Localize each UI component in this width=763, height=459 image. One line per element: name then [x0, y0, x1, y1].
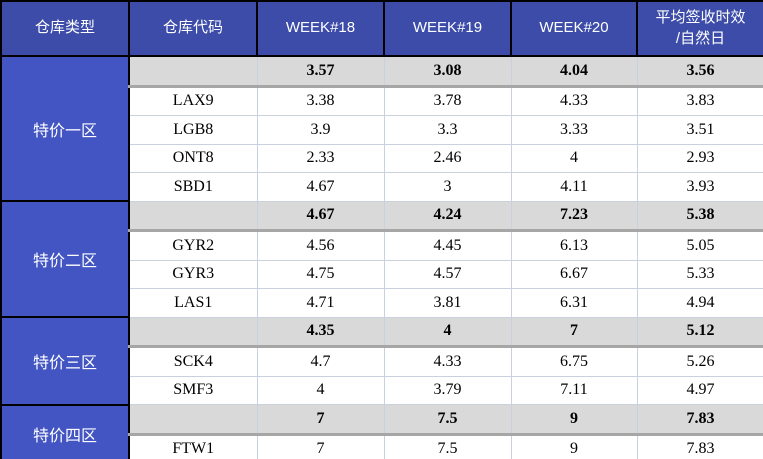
warehouse-code-cell: GYR2 — [128, 230, 258, 261]
metric-value-cell: 7.5 — [383, 433, 512, 459]
metric-value-cell: 4.97 — [636, 375, 763, 405]
zone-summary-row: 特价四区 7 7.5 9 7.83 — [0, 403, 763, 459]
metric-value-cell: 5.05 — [636, 230, 763, 261]
header-row: 仓库类型 仓库代码 WEEK#18 WEEK#19 WEEK#20 平均签收时效… — [0, 0, 763, 57]
summary-value-cell: 7.83 — [636, 404, 763, 436]
summary-value-cell: 4.24 — [383, 200, 512, 232]
metric-value-cell: 7 — [256, 433, 385, 459]
metric-value-cell: 4 — [256, 375, 385, 405]
zone-summary-row: 特价一区 3.57 3.08 4.04 3.56 — [0, 55, 763, 202]
metric-value-cell: 4.57 — [383, 259, 512, 289]
header-warehouse-code: 仓库代码 — [128, 0, 258, 57]
summary-value-cell: 7.5 — [383, 404, 512, 436]
metric-value-cell: 3 — [383, 172, 512, 202]
zone-cell: 特价四区 — [0, 403, 130, 459]
metric-value-cell: 6.31 — [510, 288, 638, 318]
metric-value-cell: 3.93 — [636, 172, 763, 202]
metric-value-cell: 7.83 — [636, 433, 763, 459]
zone-summary-row: 特价二区 4.67 4.24 7.23 5.38 — [0, 200, 763, 318]
metric-value-cell: 4.33 — [383, 346, 512, 377]
summary-value-cell: 4.67 — [256, 200, 385, 232]
header-avg-signoff-line2: /自然日 — [675, 29, 726, 47]
summary-value-cell: 3.08 — [383, 55, 512, 88]
metric-value-cell: 5.26 — [636, 346, 763, 377]
header-avg-signoff-line1: 平均签收时效 — [655, 9, 746, 27]
summary-value-cell: 5.38 — [636, 200, 763, 232]
summary-value-cell: 9 — [510, 404, 638, 436]
summary-value-cell: 4.35 — [256, 316, 385, 348]
warehouse-row: ONT8 2.33 2.46 4 2.93 — [1, 143, 763, 173]
metric-value-cell: 5.33 — [636, 259, 763, 289]
metric-value-cell: 4.56 — [256, 230, 385, 261]
metric-value-cell: 2.46 — [383, 143, 512, 173]
metric-value-cell: 4.71 — [256, 288, 385, 318]
summary-value-cell: 4.04 — [510, 55, 638, 88]
metric-value-cell: 3.3 — [383, 115, 512, 145]
summary-empty-code-cell — [128, 200, 258, 232]
summary-empty-code-cell — [128, 404, 258, 436]
summary-value-cell: 7 — [510, 316, 638, 348]
zone-cell: 特价三区 — [0, 316, 130, 406]
metric-value-cell: 9 — [510, 433, 638, 459]
warehouse-code-cell: GYR3 — [128, 259, 258, 289]
warehouse-code-cell: ONT8 — [128, 143, 258, 173]
metric-value-cell: 4.7 — [256, 346, 385, 377]
metric-value-cell: 3.81 — [383, 288, 512, 318]
metric-value-cell: 4.94 — [636, 288, 763, 318]
summary-value-cell: 7.23 — [510, 200, 638, 232]
summary-value-cell: 4 — [383, 316, 512, 348]
metric-value-cell: 3.83 — [636, 85, 763, 116]
zone-summary-row: 特价三区 4.35 4 7 5.12 — [0, 316, 763, 406]
summary-value-cell: 3.56 — [636, 55, 763, 88]
metric-value-cell: 6.67 — [510, 259, 638, 289]
metric-value-cell: 4.67 — [256, 172, 385, 202]
metric-value-cell: 3.38 — [256, 85, 385, 116]
summary-value-cell: 5.12 — [636, 316, 763, 348]
metric-value-cell: 4 — [510, 143, 638, 173]
table-body: 特价一区 3.57 3.08 4.04 3.56 LAX9 3.38 3.78 4.33 3.83… — [0, 55, 763, 459]
metric-value-cell: 6.75 — [510, 346, 638, 377]
header-warehouse-type: 仓库类型 — [0, 0, 130, 57]
warehouse-row: LAX9 3.38 3.78 4.33 3.83 — [1, 85, 763, 116]
metric-value-cell: 4.11 — [510, 172, 638, 202]
metric-value-cell: 3.33 — [510, 115, 638, 145]
metric-value-cell: 3.79 — [383, 375, 512, 405]
warehouse-code-cell: LAS1 — [128, 288, 258, 318]
metric-value-cell: 2.33 — [256, 143, 385, 173]
warehouse-code-cell: SBD1 — [128, 172, 258, 202]
warehouse-code-cell: LGB8 — [128, 115, 258, 145]
warehouse-code-cell: SMF3 — [128, 375, 258, 405]
warehouse-row: GYR2 4.56 4.45 6.13 5.05 — [1, 230, 763, 261]
metric-value-cell: 4.45 — [383, 230, 512, 261]
warehouse-row: LGB8 3.9 3.3 3.33 3.51 — [1, 115, 763, 145]
metric-value-cell: 6.13 — [510, 230, 638, 261]
metric-value-cell: 4.33 — [510, 85, 638, 116]
warehouse-row: FTW1 7 7.5 9 7.83 — [1, 433, 763, 459]
metric-value-cell: 3.9 — [256, 115, 385, 145]
zone-cell: 特价一区 — [0, 55, 130, 202]
warehouse-code-cell: FTW1 — [128, 433, 258, 459]
warehouse-row: SMF3 4 3.79 7.11 4.97 — [1, 375, 763, 405]
metric-value-cell: 4.75 — [256, 259, 385, 289]
warehouse-row: SCK4 4.7 4.33 6.75 5.26 — [1, 346, 763, 377]
zone-cell: 特价二区 — [0, 200, 130, 318]
header-avg-signoff: 平均签收时效 /自然日 — [636, 0, 763, 57]
warehouse-row: SBD1 4.67 3 4.11 3.93 — [1, 172, 763, 202]
header-week20: WEEK#20 — [510, 0, 638, 57]
metric-value-cell: 3.51 — [636, 115, 763, 145]
metric-value-cell: 7.11 — [510, 375, 638, 405]
summary-value-cell: 7 — [256, 404, 385, 436]
metric-value-cell: 3.78 — [383, 85, 512, 116]
summary-empty-code-cell — [128, 316, 258, 348]
header-week19: WEEK#19 — [383, 0, 512, 57]
summary-empty-code-cell — [128, 55, 258, 88]
warehouse-code-cell: LAX9 — [128, 85, 258, 116]
header-week18: WEEK#18 — [256, 0, 385, 57]
metric-value-cell: 2.93 — [636, 143, 763, 173]
warehouse-code-cell: SCK4 — [128, 346, 258, 377]
summary-value-cell: 3.57 — [256, 55, 385, 88]
